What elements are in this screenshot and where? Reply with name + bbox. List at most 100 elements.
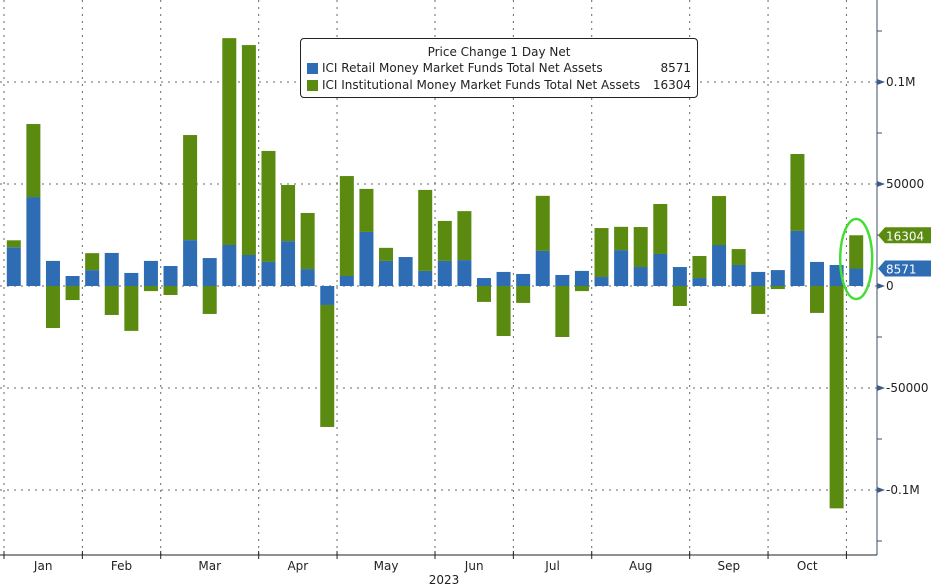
bar-retail [633,267,648,286]
bar-institutional [614,226,629,251]
bar-institutional [85,253,100,271]
bars-group [6,38,864,509]
bar-institutional [339,176,354,277]
bar-retail [45,260,60,286]
legend-item-retail: ICI Retail Money Market Funds Total Net … [307,60,691,77]
bar-institutional [104,286,119,315]
bar-institutional [6,240,21,248]
legend-value-institutional: 16304 [652,78,691,92]
bar-institutional [731,249,746,265]
bar-retail [555,274,570,286]
bar-retail [379,260,394,286]
x-tick-label: Sep [718,559,741,573]
bar-institutional [594,228,609,278]
y-tick-label: 0 [886,279,894,293]
x-tick-label: Apr [287,559,308,573]
bar-institutional [300,212,315,270]
y-tick-label: -0.1M [886,483,920,497]
y-tick-label: 0.1M [886,75,915,89]
bar-retail [810,261,825,286]
annotations [838,217,874,301]
legend-swatch-institutional [307,80,318,91]
x-tick-label: Oct [797,559,818,573]
legend-item-institutional: ICI Institutional Money Market Funds Tot… [307,77,691,94]
bar-retail [770,270,785,286]
bar-institutional [281,185,296,242]
legend-value-retail: 8571 [660,61,691,75]
bar-retail [202,258,217,286]
bar-retail [731,264,746,286]
x-axis-year-label: 2023 [429,573,460,587]
bar-institutional [555,286,570,337]
bar-retail [418,270,433,286]
legend-label-institutional: ICI Institutional Money Market Funds Tot… [322,78,641,92]
bar-retail [183,240,198,286]
y-tick-label: 50000 [886,177,924,191]
bar-institutional [496,286,511,336]
bar-retail [26,197,41,286]
badge-institutional-shape [878,227,931,244]
bar-institutional [849,235,864,269]
bar-institutional [692,256,707,279]
bar-institutional [535,195,550,251]
bar-retail [672,267,687,286]
bar-institutional [183,135,198,241]
bar-institutional [45,286,60,329]
bar-institutional [457,211,472,261]
bar-institutional [124,286,139,331]
bar-retail [496,271,511,286]
bar-institutional [790,154,805,231]
legend-swatch-retail [307,63,318,74]
highlight-ellipse [838,217,874,301]
legend: Price Change 1 Day Net ICI Retail Money … [300,38,698,98]
bar-institutional [672,286,687,306]
bar-institutional [810,286,825,313]
x-ticks: Jan Feb Mar Apr May Jun Jul Aug Sep Oct [3,551,847,573]
bar-retail [398,257,413,286]
legend-title: Price Change 1 Day Net [427,45,571,59]
bar-institutional [143,286,158,292]
bar-retail [281,241,296,286]
bar-retail [457,260,472,286]
bar-retail [516,273,531,286]
bar-retail [65,276,80,286]
bar-retail [535,250,550,286]
bar-retail [300,269,315,286]
bar-retail [692,278,707,286]
bar-retail [359,231,374,286]
bar-institutional [770,286,785,290]
last-value-badges: 16304 8571 [878,227,931,277]
bar-institutional [516,286,531,303]
bar-retail [751,271,766,286]
bar-retail [261,261,276,286]
x-tick-label: Jun [464,559,484,573]
bar-retail [85,270,100,286]
bar-retail [437,260,452,286]
bar-institutional [633,227,648,268]
x-tick-label: Feb [111,559,132,573]
bar-retail [574,270,589,286]
bar-retail [476,278,491,286]
badge-retail: 8571 [878,260,931,277]
badge-institutional-text: 16304 [886,229,924,243]
bar-institutional [65,286,80,301]
badge-retail-shape [878,260,931,277]
bar-institutional [653,203,668,254]
bar-retail [104,252,119,286]
bar-institutional [359,188,374,232]
bar-institutional [418,189,433,271]
bar-retail [143,260,158,286]
x-tick-label: Mar [198,559,221,573]
bar-retail [124,272,139,286]
bar-retail [790,230,805,286]
bar-institutional [202,286,217,314]
bar-retail [614,250,629,286]
bar-retail [653,253,668,286]
bar-institutional [712,196,727,245]
bar-retail [594,277,609,286]
x-tick-label: May [374,559,399,573]
x-tick-label: Jan [33,559,53,573]
bar-retail [849,268,864,286]
x-tick-label: Jul [544,559,559,573]
